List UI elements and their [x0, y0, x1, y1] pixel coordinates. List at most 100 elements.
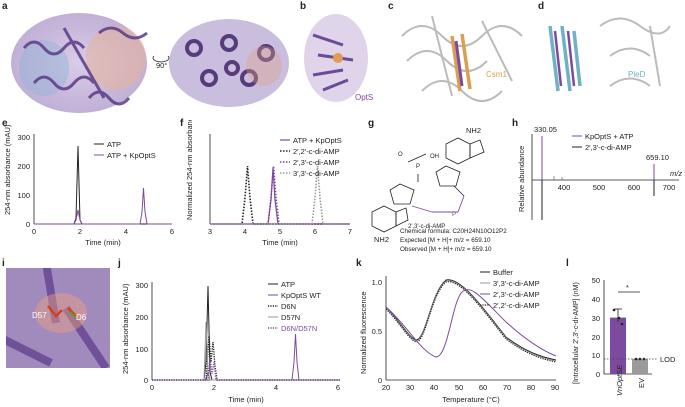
panel-e-xlabel: Time (min): [85, 238, 121, 247]
trace-k-23: [385, 289, 557, 358]
residue-d6: D6: [76, 313, 87, 322]
panel-e-ytick: 100: [17, 191, 30, 200]
panel-j-ylabel: 254-nm absorbance (mAU): [121, 283, 130, 374]
bar-label-0: VnOptSE: [615, 364, 624, 396]
svg-text:O: O: [398, 152, 403, 158]
panel-k-ytick: 1.0: [372, 278, 382, 287]
trace-k-buffer: [385, 279, 557, 361]
panel-g-letter: g: [368, 118, 375, 129]
panel-h-ylabel: Relative abundance: [517, 146, 526, 212]
panel-j-xtick: 4: [274, 383, 278, 392]
chemical-formula: Chemical formula: C20H24N10O12P2: [400, 228, 507, 235]
svg-text:P: P: [416, 164, 420, 170]
panel-h-legend-1: 2′,3′-c-di-AMP: [585, 143, 632, 152]
panel-k-xtick: 20: [382, 383, 390, 392]
panel-k-chart: Normalized fluorescence 0 0.5 1.0 20 30 …: [359, 268, 559, 404]
panel-e-ytick: 200: [17, 162, 30, 171]
panel-a-structure: 90°: [11, 13, 289, 113]
panel-a-letter: a: [2, 1, 8, 12]
panel-f-xtick: 3: [208, 227, 212, 236]
panel-j-legend-1: KpOptS WT: [281, 291, 321, 300]
panel-e-xtick: 0: [32, 227, 36, 236]
nh2-bot: NH2: [374, 235, 389, 244]
panel-j-ytick: 0: [144, 376, 148, 385]
panel-e-xtick: 6: [170, 227, 174, 236]
lod-label: LOD: [660, 355, 676, 364]
panel-k-xtick: 60: [479, 383, 487, 392]
trace-j-d6n: [152, 335, 340, 381]
panel-k-legend-2: 2′,3′-c-di-AMP: [493, 290, 540, 299]
panel-h-chart: Relative abundance 400 500 600 700 m/z 3…: [517, 125, 682, 220]
panel-e-xtick: 2: [78, 227, 82, 236]
panel-f-xtick: 4: [243, 227, 247, 236]
panel-f-legend-1: 2′,2′-c-di-AMP: [293, 147, 340, 156]
panel-j-legend-0: ATP: [281, 280, 295, 289]
panel-h-letter: h: [512, 118, 519, 129]
panel-j-xtick: 0: [150, 383, 154, 392]
panel-e-legend-1: ATP + KpOptS: [107, 151, 156, 160]
panel-l-ytick: 50: [592, 276, 600, 285]
panel-j-legend-3: D57N: [281, 313, 300, 322]
panel-e-xtick: 4: [124, 227, 128, 236]
peak-330: 330.05: [534, 125, 557, 134]
panel-f-xtick: 6: [313, 227, 317, 236]
panel-k-legend-1: 3′,3′-c-di-AMP: [493, 279, 540, 288]
panel-h-legend-0: KpOptS + ATP: [585, 132, 633, 141]
panel-k-letter: k: [356, 258, 362, 269]
panel-h-xtick: 400: [558, 183, 571, 192]
panel-k-xtick: 80: [527, 383, 535, 392]
panel-l-ytick: 10: [592, 351, 600, 360]
bar-label-1: EV: [637, 378, 646, 388]
panel-d-letter: d: [538, 1, 545, 12]
trace-k-22: [385, 281, 557, 363]
panel-i-letter: i: [2, 258, 5, 269]
molecule-name: 2′,3′-c-di-AMP: [408, 224, 445, 230]
panel-l-ytick: 40: [592, 295, 600, 304]
trace-k-33: [385, 280, 557, 362]
significance-star: *: [626, 283, 629, 292]
panel-k-ylabel: Normalized fluorescence: [359, 291, 368, 374]
csm1-label: Csm1: [486, 70, 507, 79]
trace-f-22: [210, 165, 350, 225]
panel-f-xtick: 5: [278, 227, 282, 236]
panel-k-ytick: 0: [378, 376, 382, 385]
panel-e-ytick: 300: [17, 133, 30, 142]
panel-j-ytick: 100: [135, 345, 148, 354]
panel-i-structure: D57 D6: [6, 268, 110, 368]
panel-k-xtick: 90: [551, 383, 559, 392]
panel-l-ytick: 30: [592, 314, 600, 323]
trace-f-33: [210, 165, 350, 225]
panel-k-ytick: 0.5: [372, 327, 382, 336]
panel-j-xlabel: Time (min): [228, 395, 264, 404]
panel-b-structure: [304, 14, 368, 102]
nh2-top: NH2: [466, 126, 481, 135]
panel-f-letter: f: [180, 118, 184, 129]
panel-d-structure: [548, 17, 671, 92]
panel-e-legend-0: ATP: [107, 140, 121, 149]
trace-atp-kpopts: [34, 187, 172, 225]
panel-h-xtick: 700: [663, 183, 676, 192]
panel-e-ytick: 0: [26, 220, 30, 229]
panel-f-ylabel: Normalized 254-nm absorbance: [185, 120, 194, 220]
panel-e-letter: e: [2, 118, 8, 129]
panel-k-xtick: 70: [503, 383, 511, 392]
panel-b-letter: b: [300, 1, 307, 12]
observed-mass: Observed [M + H]+ m/z = 659.10: [400, 246, 492, 253]
trace-j-atp: [152, 285, 340, 381]
trace-j-wt: [152, 333, 340, 381]
panel-h-xtick: 500: [593, 183, 606, 192]
panel-k-xtick: 40: [430, 383, 438, 392]
panel-c-letter: c: [388, 1, 394, 12]
panel-h-xlabel: m/z: [670, 169, 682, 178]
panel-c-structure: [401, 15, 523, 102]
panel-j-chart: 254-nm absorbance (mAU) 0 100 200 300 0 …: [121, 280, 340, 404]
panel-j-legend-4: D6N/D57N: [281, 324, 317, 333]
panel-k-xtick: 30: [406, 383, 414, 392]
panel-k-legend-3: 2′,2′-c-di-AMP: [493, 301, 540, 310]
panel-e-yticks: 0 100 200 300: [17, 133, 30, 229]
bar-vnopts: [610, 317, 626, 374]
panel-k-xtick: 50: [455, 383, 463, 392]
panel-j-ytick: 200: [135, 313, 148, 322]
panel-f-xtick: 7: [348, 227, 352, 236]
expected-mass: Expected [M + H]+ m/z = 659.10: [400, 237, 491, 244]
